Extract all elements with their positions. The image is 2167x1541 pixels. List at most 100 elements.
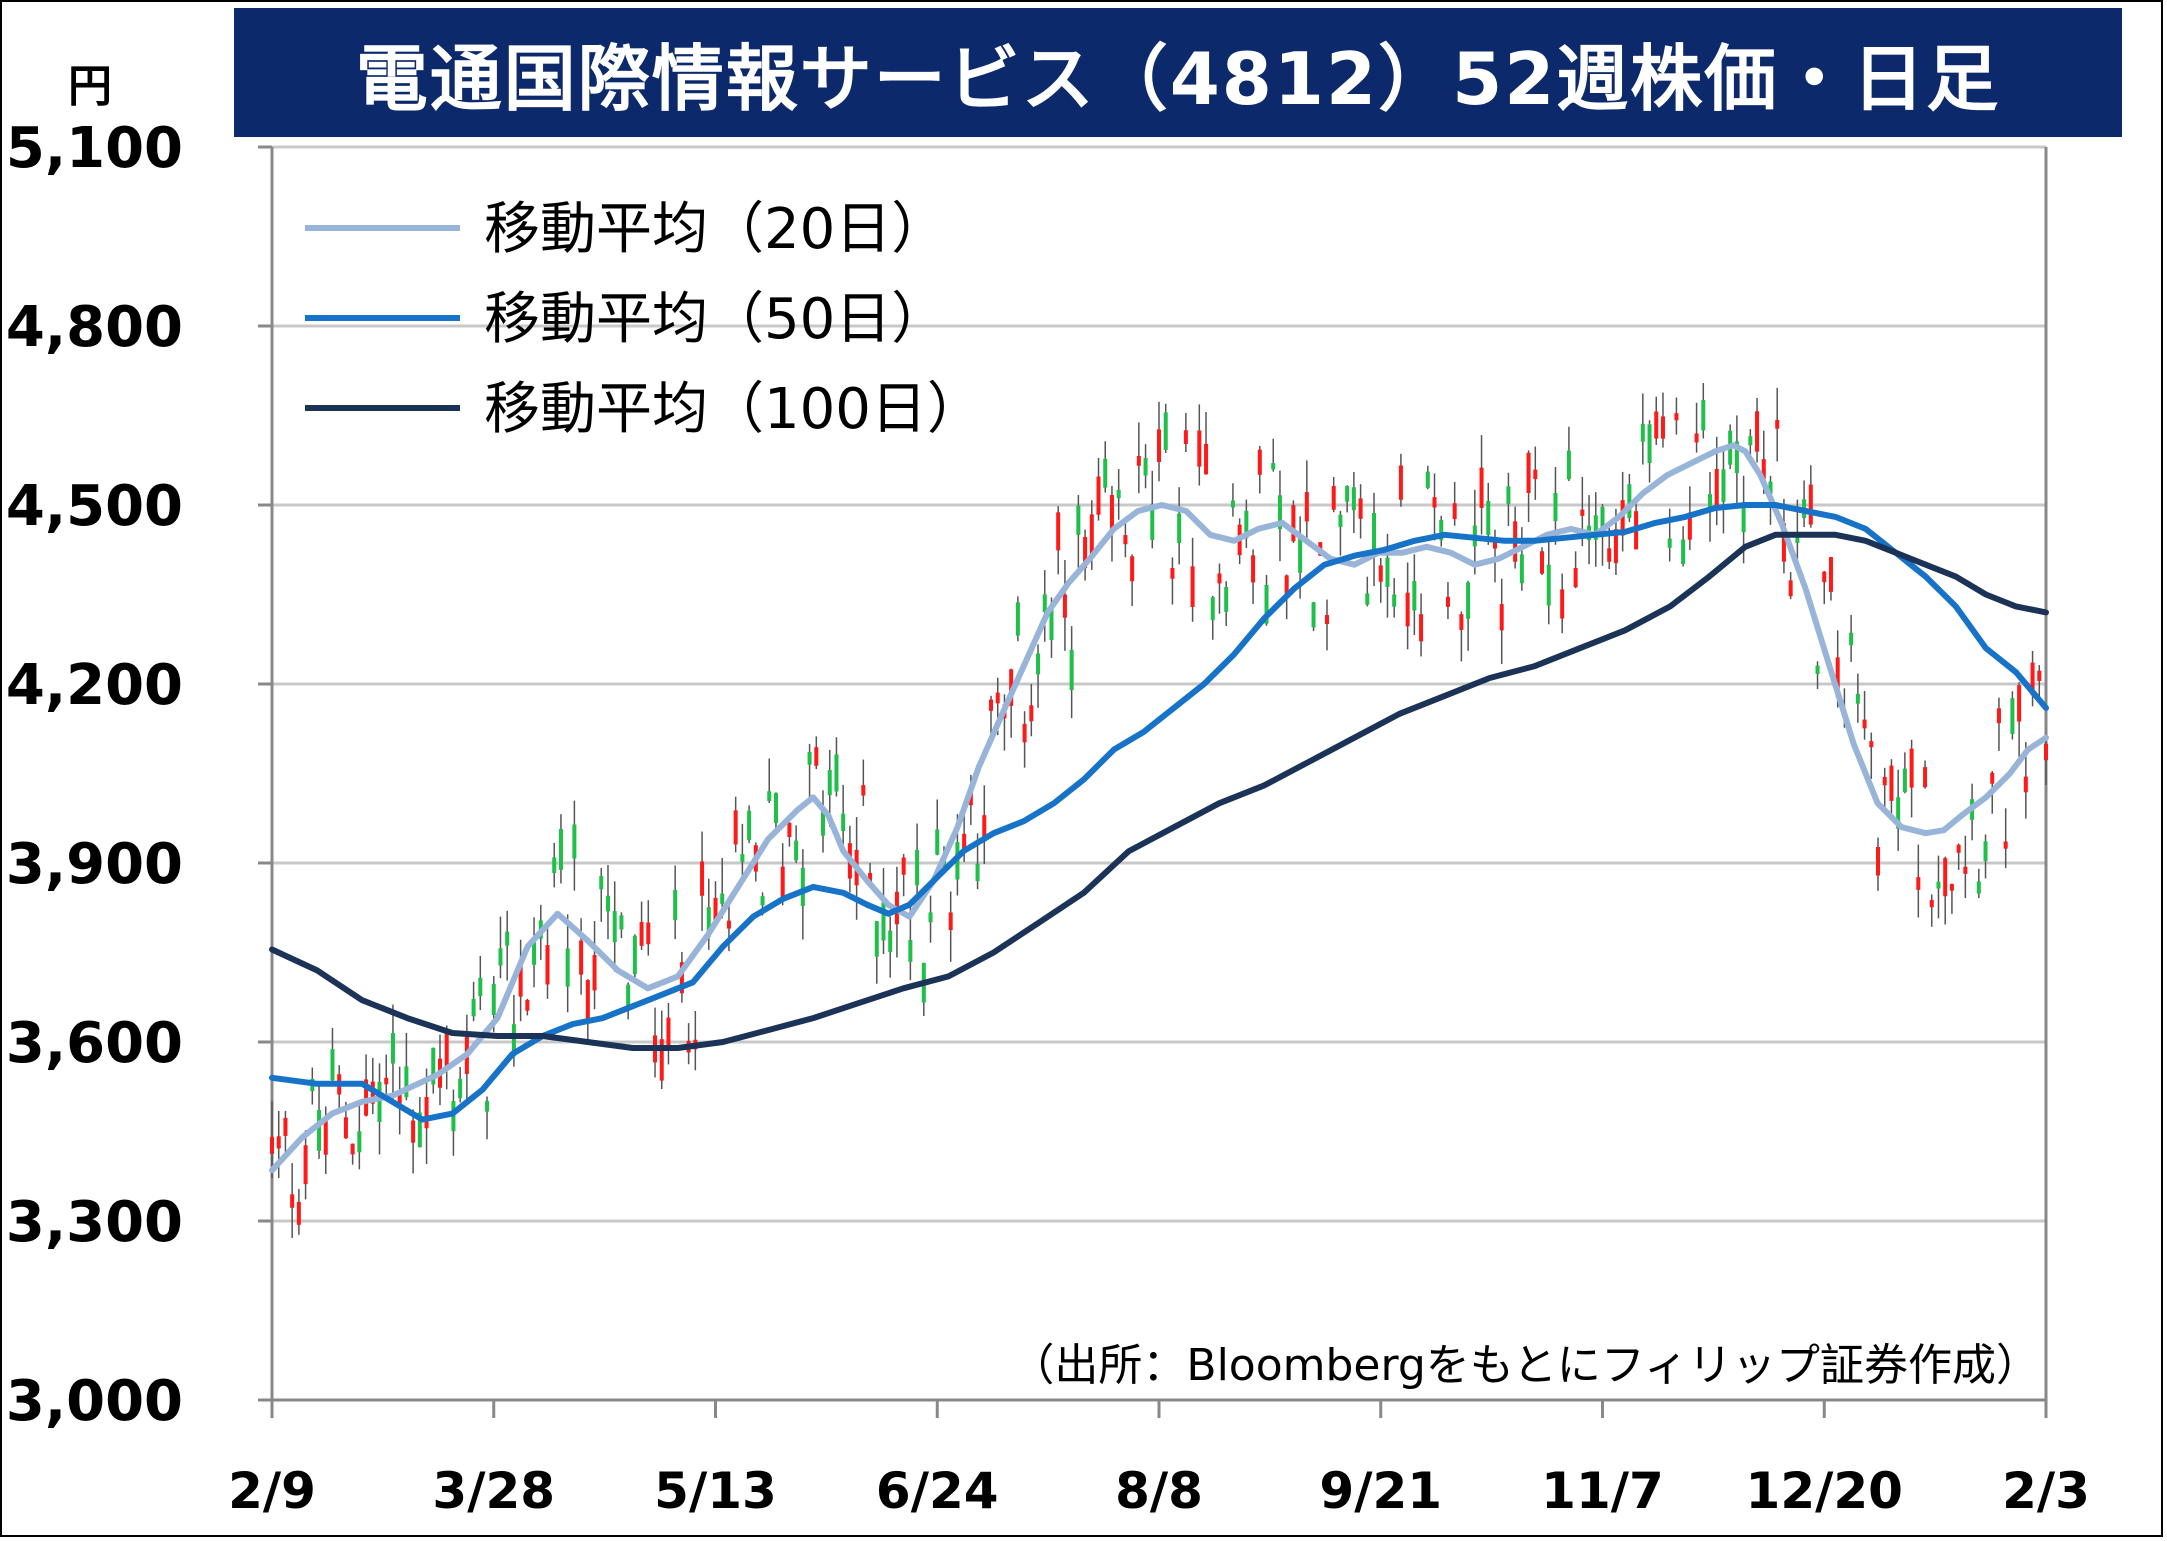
candle-body	[814, 747, 819, 766]
candle-body	[1291, 505, 1296, 542]
candle-body	[511, 1024, 516, 1057]
candle-body	[1748, 436, 1753, 446]
y-axis-unit: 円	[68, 61, 112, 112]
candle-body	[794, 840, 799, 861]
candle-body	[1076, 505, 1081, 535]
candle-body	[1580, 509, 1585, 516]
candle-body	[1486, 500, 1491, 536]
candle-body	[1230, 500, 1235, 508]
candle-body	[1681, 539, 1686, 565]
candle-body	[760, 896, 765, 906]
candle-body	[404, 1066, 409, 1098]
candle-body	[1143, 458, 1148, 476]
candle-body	[1902, 768, 1907, 793]
candle-body	[841, 813, 846, 831]
candle-body	[700, 861, 705, 896]
candle-body	[1392, 594, 1397, 607]
candle-body	[283, 1117, 288, 1136]
legend-label: 移動平均（100日）	[484, 377, 983, 442]
candle-body	[1425, 471, 1430, 488]
y-tick-label: 4,500	[6, 474, 183, 539]
candle-body	[881, 902, 886, 941]
candle-body	[1190, 566, 1195, 607]
candle-body	[968, 792, 973, 806]
candle-body	[713, 897, 718, 922]
candle-body	[1882, 776, 1887, 786]
candle-body	[1600, 506, 1605, 533]
candle-body	[1183, 430, 1188, 444]
candle-body	[1889, 765, 1894, 801]
candle-body	[552, 857, 557, 874]
candle-body	[1271, 463, 1276, 470]
candle-body	[1923, 767, 1928, 788]
candle-body	[1620, 500, 1625, 536]
candle-body	[780, 866, 785, 898]
candle-body	[1304, 492, 1309, 522]
y-tick-label: 4,800	[6, 295, 183, 360]
candle-body	[619, 915, 624, 930]
legend-label: 移動平均（50日）	[484, 287, 947, 352]
candle-body	[1687, 512, 1692, 540]
candle-body	[572, 824, 577, 859]
candle-body	[1546, 564, 1551, 606]
candle-body	[1674, 413, 1679, 421]
candle-body	[767, 791, 772, 802]
y-tick-label: 3,600	[6, 1011, 183, 1076]
candle-body	[915, 850, 920, 886]
candle-body	[908, 939, 913, 962]
candle-body	[773, 792, 778, 824]
candle-body	[411, 1120, 416, 1143]
candle-body	[290, 1194, 295, 1208]
candle-body	[673, 890, 678, 921]
candle-body	[498, 948, 503, 966]
candle-body	[1345, 486, 1350, 502]
y-tick-label: 4,200	[6, 653, 183, 718]
candle-body	[679, 962, 684, 994]
candle-body	[1479, 467, 1484, 508]
candle-body	[1385, 557, 1390, 587]
candle-body	[1177, 513, 1182, 544]
candle-body	[1398, 465, 1403, 500]
candle-body	[1136, 455, 1141, 466]
moving-average-line	[269, 502, 2049, 1123]
moving-average-lines	[269, 442, 2049, 1174]
x-tick-label: 8/8	[1115, 1462, 1203, 1520]
candle-body	[747, 810, 752, 841]
candle-body	[384, 1077, 389, 1085]
candle-body	[599, 876, 604, 890]
candle-body	[1862, 719, 1867, 729]
candle-body	[1029, 705, 1034, 722]
source-note: （出所：Bloombergをもとにフィリップ証券作成）	[1010, 1340, 2040, 1391]
candle-body	[545, 945, 550, 985]
candle-body	[525, 999, 530, 1011]
candle-body	[1983, 841, 1988, 862]
candle-body	[1943, 858, 1948, 897]
candle-body	[1701, 400, 1706, 431]
candle-body	[323, 1117, 328, 1155]
candle-body	[424, 1096, 429, 1129]
candle-body	[1963, 866, 1968, 874]
candle-body	[1533, 469, 1538, 480]
candle-body	[2010, 698, 2015, 734]
candle-body	[1405, 592, 1410, 627]
candle-body	[330, 1049, 335, 1081]
candle-body	[1768, 481, 1773, 494]
candle-body	[1257, 449, 1262, 475]
candle-body	[827, 770, 832, 796]
candle-body	[988, 699, 994, 711]
candle-body	[296, 1202, 301, 1225]
candle-body	[444, 1030, 449, 1069]
candle-body	[1956, 844, 1961, 853]
candle-body	[1378, 565, 1383, 582]
candle-body	[901, 857, 906, 875]
candle-body	[431, 1047, 436, 1085]
candle-body	[364, 1079, 369, 1116]
candle-body	[1492, 539, 1497, 549]
candle-body	[1835, 657, 1840, 698]
y-tick-label: 3,000	[6, 1369, 183, 1434]
candle-body	[1640, 423, 1645, 442]
candle-body	[505, 931, 510, 946]
candle-body	[1976, 881, 1981, 894]
candle-body	[935, 829, 940, 855]
candle-body	[1277, 495, 1282, 530]
